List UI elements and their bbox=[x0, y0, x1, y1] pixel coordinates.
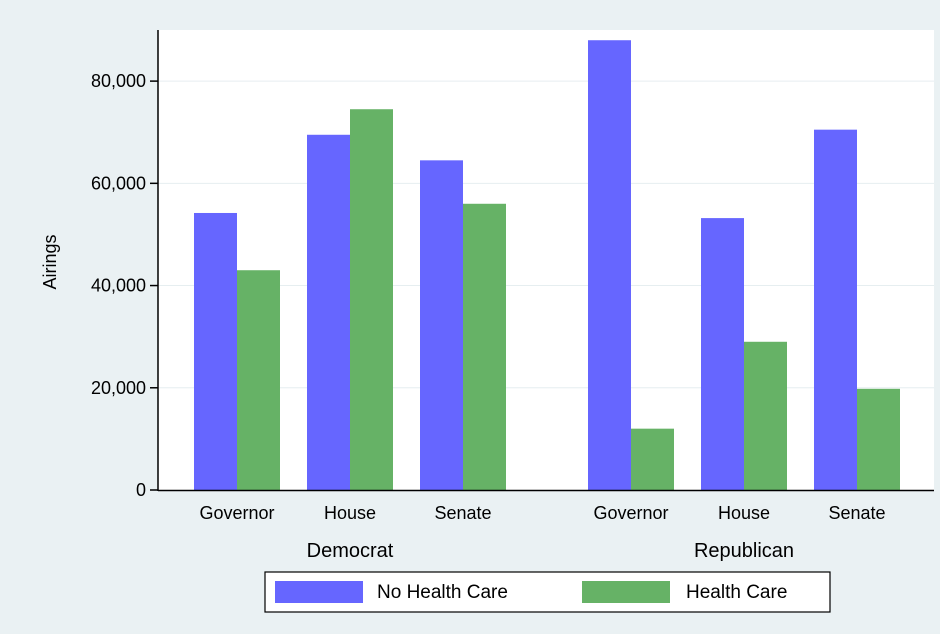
legend-swatch bbox=[582, 581, 670, 603]
bar-no-health-care bbox=[307, 134, 350, 490]
x-category-label: House bbox=[324, 503, 376, 523]
legend-label: Health Care bbox=[686, 582, 787, 603]
axes bbox=[157, 30, 934, 492]
y-tick-label: 60,000 bbox=[91, 173, 146, 193]
y-tick-label: 0 bbox=[136, 480, 146, 500]
y-ticks: 0 20,000 40,000 60,000 80,000 bbox=[91, 71, 158, 500]
bar-no-health-care bbox=[814, 129, 857, 490]
x-category-label: Senate bbox=[828, 503, 885, 523]
y-axis-label: Airings bbox=[40, 234, 60, 289]
bars bbox=[194, 40, 900, 491]
group-labels: Democrat Republican bbox=[307, 540, 794, 562]
legend-label: No Health Care bbox=[377, 582, 508, 603]
bar-health-care bbox=[744, 341, 787, 490]
bar-no-health-care bbox=[701, 218, 744, 491]
bar-no-health-care bbox=[420, 160, 463, 491]
legend-swatch bbox=[275, 581, 363, 603]
y-tick-label: 80,000 bbox=[91, 71, 146, 91]
bar-health-care bbox=[350, 109, 393, 490]
x-category-label: House bbox=[718, 503, 770, 523]
group-label: Republican bbox=[694, 540, 794, 562]
bar-no-health-care bbox=[588, 40, 631, 490]
bar-health-care bbox=[857, 388, 900, 490]
bar-health-care bbox=[631, 428, 674, 490]
bar-no-health-care bbox=[194, 212, 237, 490]
bar-health-care bbox=[237, 270, 280, 490]
x-category-label: Governor bbox=[593, 503, 668, 523]
x-category-label: Senate bbox=[434, 503, 491, 523]
y-tick-label: 40,000 bbox=[91, 276, 146, 296]
plot-area bbox=[158, 30, 934, 490]
group-label: Democrat bbox=[307, 540, 394, 562]
x-tick-labels: Governor House Senate Governor House Senate bbox=[199, 503, 885, 523]
legend: No Health Care Health Care bbox=[264, 571, 831, 613]
gridlines bbox=[158, 80, 934, 389]
x-category-label: Governor bbox=[199, 503, 274, 523]
bar-health-care bbox=[463, 203, 506, 490]
y-tick-label: 20,000 bbox=[91, 378, 146, 398]
